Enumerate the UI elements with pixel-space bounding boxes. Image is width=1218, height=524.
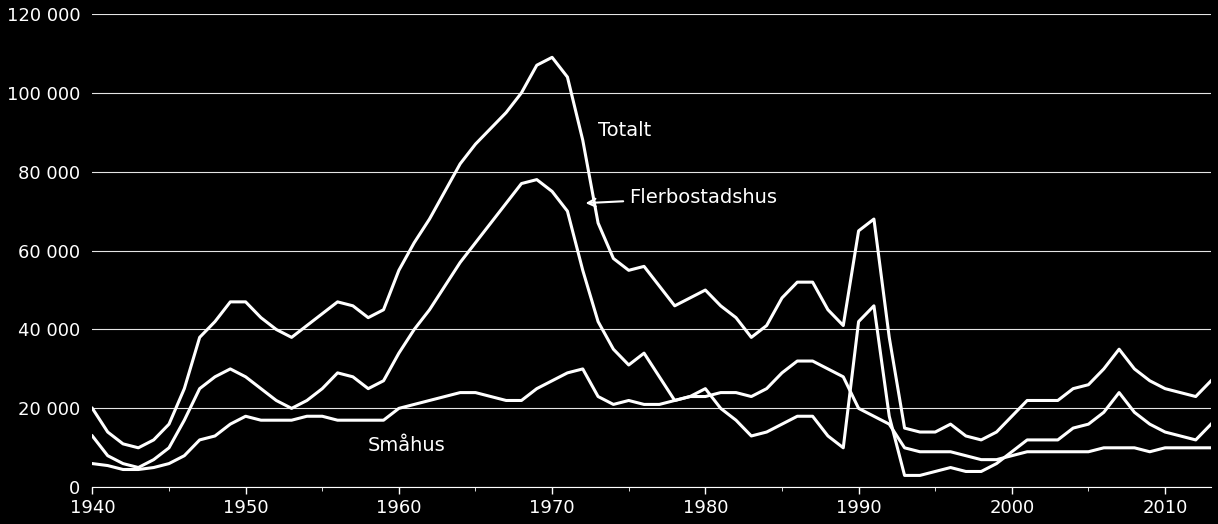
Text: Totalt: Totalt: [598, 121, 652, 140]
Text: Flerbostadshus: Flerbostadshus: [588, 188, 777, 207]
Text: Småhus: Småhus: [368, 436, 446, 455]
